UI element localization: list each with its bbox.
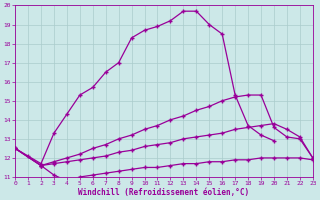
X-axis label: Windchill (Refroidissement éolien,°C): Windchill (Refroidissement éolien,°C) (78, 188, 250, 197)
